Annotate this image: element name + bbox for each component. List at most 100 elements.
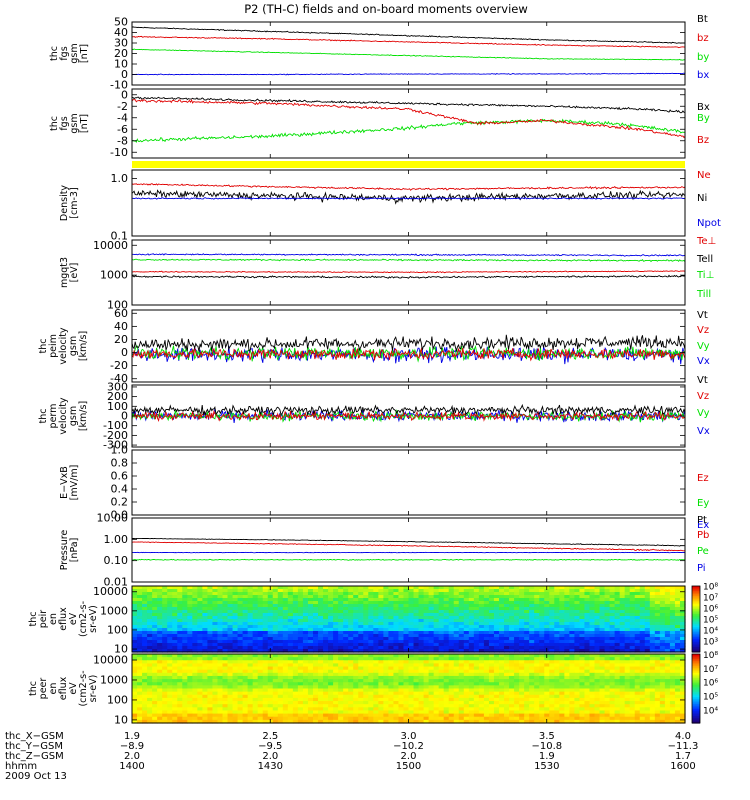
heatmap-cell bbox=[519, 628, 525, 632]
heatmap-cell bbox=[609, 666, 616, 671]
heatmap-cell bbox=[554, 669, 560, 674]
heatmap-cell bbox=[559, 646, 565, 650]
y-tick-label: 0.1 bbox=[111, 230, 129, 243]
heatmap-cell bbox=[634, 660, 641, 665]
heatmap-cell bbox=[448, 713, 455, 718]
heatmap-cell bbox=[509, 640, 515, 644]
heatmap-cell bbox=[212, 601, 219, 605]
heatmap-cell bbox=[312, 589, 319, 593]
heatmap-cell bbox=[448, 707, 455, 712]
heatmap-cell bbox=[267, 601, 274, 605]
heatmap-cell bbox=[343, 622, 349, 626]
heatmap-cell bbox=[413, 592, 420, 596]
heatmap-cell bbox=[368, 694, 374, 699]
heatmap-cell bbox=[187, 701, 193, 705]
heatmap-cell bbox=[509, 619, 515, 623]
heatmap-cell bbox=[433, 697, 440, 702]
heatmap-cell bbox=[192, 649, 198, 653]
heatmap-cell bbox=[478, 657, 485, 661]
heatmap-cell bbox=[579, 631, 586, 635]
heatmap-cell bbox=[187, 610, 193, 614]
heatmap-cell bbox=[247, 694, 254, 699]
heatmap-cell bbox=[358, 675, 364, 680]
heatmap-cell bbox=[147, 654, 153, 658]
heatmap-cell bbox=[453, 688, 460, 693]
heatmap-cell bbox=[559, 649, 565, 653]
heatmap-cell bbox=[202, 616, 209, 620]
heatmap-cell bbox=[493, 616, 500, 620]
heatmap-cell bbox=[333, 701, 339, 705]
heatmap-cell bbox=[483, 634, 490, 638]
heatmap-cell bbox=[297, 622, 304, 626]
heatmap-cell bbox=[448, 628, 455, 632]
heatmap-cell bbox=[584, 649, 591, 653]
heatmap-cell bbox=[664, 622, 671, 626]
heatmap-cell bbox=[478, 682, 485, 686]
heatmap-cell bbox=[458, 660, 465, 665]
heatmap-cell bbox=[257, 666, 264, 671]
heatmap-cell bbox=[147, 682, 153, 686]
heatmap-cell bbox=[468, 589, 475, 593]
heatmap-cell bbox=[453, 595, 460, 599]
heatmap-cell bbox=[679, 592, 686, 596]
heatmap-cell bbox=[408, 625, 415, 629]
heatmap-cell bbox=[468, 622, 475, 626]
heatmap-cell bbox=[202, 643, 209, 647]
heatmap-cell bbox=[483, 654, 490, 658]
heatmap-cell bbox=[172, 697, 178, 702]
heatmap-cell bbox=[172, 713, 178, 718]
colorbar-swatch bbox=[692, 590, 700, 594]
heatmap-cell bbox=[493, 649, 500, 653]
heatmap-cell bbox=[227, 691, 234, 696]
heatmap-cell bbox=[398, 616, 405, 620]
heatmap-cell bbox=[514, 625, 520, 629]
heatmap-cell bbox=[147, 607, 153, 611]
heatmap-cell bbox=[569, 619, 575, 623]
heatmap-cell bbox=[142, 613, 148, 617]
heatmap-cell bbox=[403, 663, 410, 668]
heatmap-cell bbox=[373, 675, 379, 680]
heatmap-cell bbox=[564, 595, 570, 599]
y-axis-label-line: E−VxB bbox=[59, 466, 70, 499]
heatmap-cell bbox=[187, 688, 193, 693]
heatmap-cell bbox=[463, 694, 470, 699]
heatmap-cell bbox=[418, 704, 425, 708]
heatmap-cell bbox=[599, 704, 606, 708]
heatmap-cell bbox=[187, 607, 193, 611]
heatmap-cell bbox=[328, 640, 334, 644]
heatmap-cell bbox=[408, 634, 415, 638]
heatmap-cell bbox=[458, 707, 465, 712]
heatmap-cell bbox=[212, 691, 219, 696]
heatmap-cell bbox=[433, 660, 440, 665]
heatmap-cell bbox=[428, 666, 435, 671]
heatmap-cell bbox=[488, 610, 495, 614]
heatmap-cell bbox=[287, 625, 294, 629]
heatmap-cell bbox=[232, 657, 239, 661]
heatmap-cell bbox=[544, 607, 550, 611]
heatmap-cell bbox=[257, 685, 264, 690]
heatmap-cell bbox=[252, 649, 259, 653]
heatmap-cell bbox=[659, 701, 666, 705]
heatmap-cell bbox=[393, 691, 400, 696]
heatmap-cell bbox=[453, 649, 460, 653]
heatmap-cell bbox=[534, 666, 540, 671]
heatmap-cell bbox=[634, 666, 641, 671]
heatmap-cell bbox=[328, 601, 334, 605]
heatmap-cell bbox=[247, 607, 254, 611]
heatmap-cell bbox=[323, 675, 329, 680]
heatmap-cell bbox=[338, 598, 344, 602]
heatmap-cell bbox=[654, 595, 661, 599]
heatmap-cell bbox=[282, 592, 289, 596]
heatmap-cell bbox=[353, 675, 359, 680]
heatmap-cell bbox=[257, 643, 264, 647]
heatmap-cell bbox=[544, 672, 550, 677]
heatmap-cell bbox=[312, 688, 319, 693]
heatmap-cell bbox=[559, 660, 565, 665]
heatmap-cell bbox=[282, 607, 289, 611]
heatmap-cell bbox=[428, 598, 435, 602]
heatmap-cell bbox=[262, 613, 269, 617]
heatmap-cell bbox=[609, 688, 616, 693]
heatmap-cell bbox=[132, 625, 138, 629]
heatmap-cell bbox=[197, 704, 203, 708]
heatmap-cell bbox=[388, 634, 395, 638]
